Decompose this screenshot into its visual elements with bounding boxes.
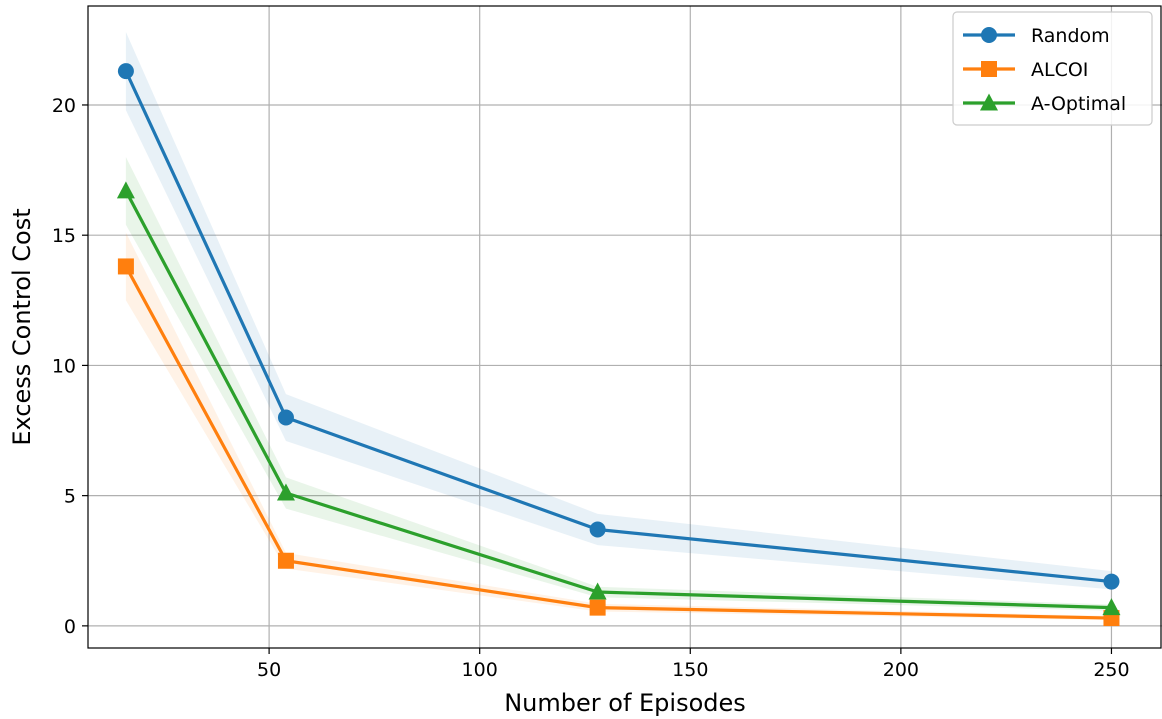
- legend: Random ALCOI A-Optimal: [952, 11, 1153, 126]
- legend-marker-alcoi: [981, 61, 997, 77]
- x-axis-ticks: 50 100 150 200 250: [257, 648, 1130, 681]
- y-tick-label-1: 5: [64, 486, 76, 508]
- x-tick-label-4: 250: [1093, 659, 1129, 681]
- x-axis-label: Number of Episodes: [504, 689, 746, 717]
- marker-a-optimal-0: [116, 181, 135, 199]
- series-markers: [116, 63, 1121, 627]
- line-random: [124, 70, 1112, 584]
- marker-random-3: [1103, 573, 1120, 590]
- marker-random-1: [277, 409, 294, 426]
- marker-alcoi-0: [117, 258, 134, 275]
- x-tick-label-3: 200: [883, 659, 919, 681]
- y-tick-label-2: 10: [52, 355, 76, 377]
- marker-alcoi-2: [589, 599, 606, 616]
- legend-marker-a-optimal: [980, 93, 998, 111]
- marker-a-optimal-1: [276, 483, 295, 501]
- y-axis-ticks: 0 5 10 15 20: [52, 95, 88, 638]
- line-a-optimal: [124, 190, 1112, 610]
- legend-label-a-optimal: A-Optimal: [1031, 93, 1126, 115]
- line-alcoi: [124, 265, 1112, 620]
- legend-label-random: Random: [1031, 25, 1110, 47]
- legend-box: [952, 11, 1153, 126]
- series-lines: [124, 70, 1112, 620]
- marker-random-2: [589, 521, 606, 538]
- legend-label-alcoi: ALCOI: [1031, 59, 1088, 81]
- marker-random-0: [117, 63, 134, 80]
- y-tick-label-3: 15: [52, 225, 76, 247]
- y-tick-label-0: 0: [64, 616, 76, 638]
- x-tick-label-0: 50: [257, 659, 281, 681]
- legend-marker-random: [981, 27, 997, 43]
- marker-alcoi-1: [277, 552, 294, 569]
- x-tick-label-2: 150: [672, 659, 708, 681]
- y-axis-label: Excess Control Cost: [8, 208, 36, 445]
- x-tick-label-1: 100: [462, 659, 498, 681]
- marker-a-optimal-2: [588, 582, 607, 600]
- marker-a-optimal-3: [1102, 598, 1121, 616]
- y-tick-label-4: 20: [52, 95, 76, 117]
- plot-frame: [87, 5, 1162, 649]
